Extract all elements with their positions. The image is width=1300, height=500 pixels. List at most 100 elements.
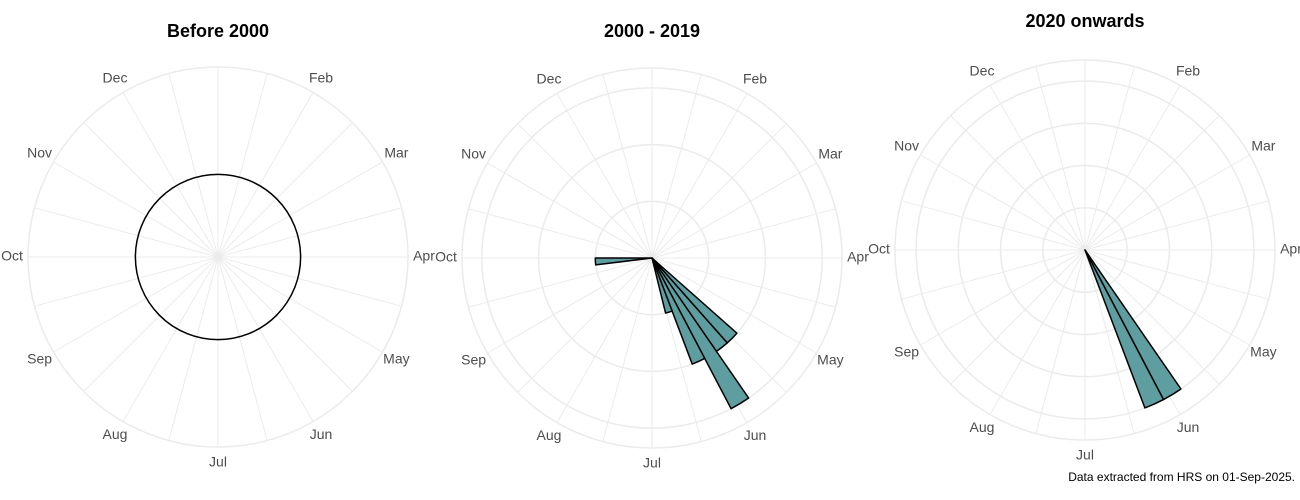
spoke — [83, 122, 219, 258]
spoke — [53, 256, 219, 353]
spoke — [651, 93, 748, 259]
spoke — [468, 257, 653, 308]
month-label: Oct — [868, 241, 890, 257]
outer-ring — [894, 59, 1276, 441]
spoke — [168, 73, 219, 258]
spoke — [651, 208, 836, 259]
outer-ring — [461, 67, 843, 449]
grid-ring — [957, 122, 1213, 378]
spoke — [901, 200, 1086, 251]
spoke — [950, 249, 1086, 385]
spoke — [1084, 249, 1250, 346]
spoke — [217, 256, 353, 392]
grid-ring — [915, 80, 1255, 420]
bar — [134, 173, 302, 341]
bar — [651, 257, 750, 410]
month-label: Mar — [1251, 138, 1275, 154]
month-label: Mar — [384, 145, 408, 161]
grid-ring — [537, 143, 767, 373]
month-label: Apr — [413, 248, 435, 264]
month-label: May — [383, 351, 409, 367]
month-label: Oct — [1, 248, 23, 264]
spoke — [651, 257, 817, 354]
spoke — [217, 256, 268, 441]
spoke — [901, 249, 1086, 300]
spoke — [34, 256, 219, 307]
month-label: Aug — [970, 419, 995, 435]
month-label: Dec — [537, 70, 562, 86]
spoke — [1035, 249, 1086, 434]
spoke — [217, 73, 268, 258]
month-label: Jul — [209, 454, 227, 470]
spoke — [1084, 66, 1135, 251]
spoke — [1084, 249, 1269, 300]
panel-title: Before 2000 — [167, 21, 269, 41]
spoke — [651, 257, 836, 308]
spoke — [487, 162, 653, 259]
spoke — [217, 256, 314, 422]
month-label: May — [817, 352, 843, 368]
spoke — [217, 256, 383, 353]
spoke — [920, 249, 1086, 346]
month-label: Jun — [1177, 419, 1200, 435]
month-label: Feb — [309, 69, 333, 85]
month-label: Jul — [643, 455, 661, 471]
spoke — [989, 249, 1086, 415]
month-label: Aug — [537, 427, 562, 443]
outer-ring — [27, 66, 409, 448]
spoke — [989, 85, 1086, 251]
month-label: Dec — [103, 69, 128, 85]
spoke — [602, 74, 653, 259]
bar — [594, 257, 653, 266]
spoke — [920, 154, 1086, 251]
month-label: Nov — [27, 145, 52, 161]
month-label: Sep — [894, 344, 919, 360]
spoke — [556, 257, 653, 423]
bar — [651, 257, 673, 314]
spoke — [487, 257, 653, 354]
month-label: Apr — [847, 249, 869, 265]
spoke — [651, 123, 787, 259]
grid-ring — [481, 87, 823, 429]
grid-ring — [1042, 207, 1128, 293]
spoke — [122, 92, 219, 258]
spoke — [651, 74, 702, 259]
spoke — [217, 161, 383, 258]
month-label: Feb — [743, 70, 767, 86]
bar — [651, 257, 706, 365]
month-label: Oct — [435, 249, 457, 265]
spoke — [217, 92, 314, 258]
month-label: Nov — [894, 138, 919, 154]
spoke — [217, 207, 402, 258]
spoke — [1084, 115, 1220, 251]
spoke — [517, 123, 653, 259]
spoke — [1084, 200, 1269, 251]
month-label: Apr — [1280, 241, 1300, 257]
spoke — [34, 207, 219, 258]
spoke — [1084, 154, 1250, 251]
spoke — [468, 208, 653, 259]
month-label: Nov — [461, 146, 486, 162]
spoke — [122, 256, 219, 422]
grid-ring — [999, 164, 1171, 336]
spoke — [950, 115, 1086, 251]
month-label: Sep — [461, 352, 486, 368]
spoke — [602, 257, 653, 442]
spoke — [651, 162, 817, 259]
month-label: Feb — [1176, 62, 1200, 78]
spoke — [1084, 249, 1135, 434]
month-label: Jun — [744, 427, 767, 443]
month-label: Jul — [1076, 447, 1094, 463]
month-label: Mar — [818, 146, 842, 162]
spoke — [556, 93, 653, 259]
spoke — [1084, 85, 1181, 251]
month-label: Jun — [310, 426, 333, 442]
spoke — [53, 161, 219, 258]
month-label: Aug — [103, 426, 128, 442]
spoke — [217, 122, 353, 258]
month-label: Sep — [27, 351, 52, 367]
spoke — [517, 257, 653, 393]
panel-title: 2020 onwards — [1025, 11, 1144, 31]
footer: Data extracted from HRS on 01-Sep-2025. — [1068, 470, 1295, 484]
